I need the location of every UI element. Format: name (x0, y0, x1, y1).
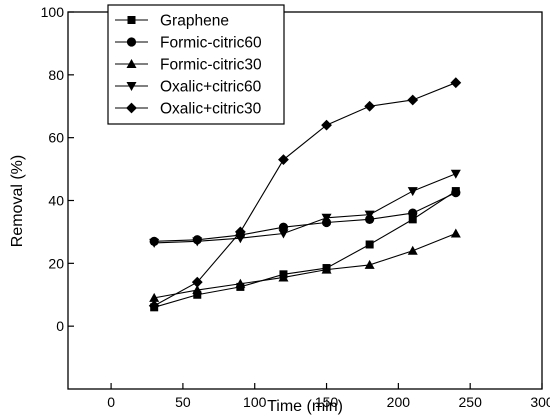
data-point-formic-citric30 (450, 228, 461, 238)
data-point-oxalic-citric30 (450, 77, 462, 89)
data-point-oxalic-citric30 (191, 276, 203, 288)
data-point-oxalic-citric60 (149, 238, 160, 248)
data-point-formic-citric30 (321, 264, 332, 274)
y-tick-label: 100 (41, 4, 65, 20)
legend-item-oxalic-citric60: Oxalic+citric60 (115, 79, 262, 96)
y-tick-label: 40 (48, 193, 64, 209)
data-point-formic-citric30 (407, 245, 418, 255)
y-tick-label: 0 (56, 318, 64, 334)
legend-item-graphene: Graphene (115, 13, 229, 30)
series-line-oxalic-citric60 (154, 173, 457, 244)
legend-marker-formic-citric30 (126, 59, 137, 68)
data-point-oxalic-citric60 (321, 213, 332, 223)
data-point-oxalic-citric60 (278, 229, 289, 239)
data-point-oxalic-citric60 (450, 169, 461, 179)
y-tick-label: 60 (48, 130, 64, 146)
series-line-oxalic-citric30 (153, 82, 457, 307)
data-point-formic-citric30 (278, 272, 289, 282)
data-point-oxalic-citric30 (278, 154, 289, 166)
series-oxalic-citric60 (149, 169, 461, 248)
data-point-oxalic-citric30 (234, 226, 246, 238)
data-point-oxalic-citric60 (364, 210, 375, 220)
x-axis-title: Time (min) (267, 398, 343, 415)
data-point-formic-citric30 (149, 292, 160, 302)
data-point-formic-citric30 (192, 285, 203, 295)
series-line-formic-citric60 (154, 192, 457, 242)
legend-item-formic-citric30: Formic-citric30 (115, 57, 262, 74)
x-tick-label: 100 (243, 394, 267, 410)
series-layer (148, 77, 462, 312)
series-formic-citric30 (149, 228, 461, 302)
legend-label-oxalic-citric60: Oxalic+citric60 (160, 79, 262, 96)
data-point-formic-citric60 (408, 208, 418, 218)
legend-marker-oxalic-citric30 (126, 102, 137, 114)
x-tick-label: 50 (175, 394, 191, 410)
data-point-oxalic-citric30 (364, 100, 376, 112)
data-point-oxalic-citric30 (321, 119, 332, 131)
x-tick-label: 250 (459, 394, 483, 410)
y-tick-label: 80 (48, 67, 64, 83)
legend-label-formic-citric60: Formic-citric60 (160, 35, 262, 52)
data-point-graphene (193, 290, 202, 299)
axes: 0 50 100 150 200 250 300 0 20 40 60 80 100 (41, 4, 550, 410)
data-point-formic-citric60 (451, 188, 461, 198)
data-point-formic-citric30 (235, 278, 246, 288)
legend-marker-graphene (127, 16, 136, 24)
x-tick-label: 0 (107, 394, 115, 410)
series-line-formic-citric30 (154, 232, 457, 299)
data-point-formic-citric30 (364, 259, 375, 269)
legend-marker-formic-citric60 (126, 37, 137, 47)
y-tick-label: 20 (48, 255, 64, 271)
x-tick-label: 200 (387, 394, 411, 410)
legend-label-formic-citric30: Formic-citric30 (160, 57, 262, 74)
series-formic-citric60 (149, 188, 461, 246)
legend: Graphene Formic-citric60 Formic-citric30 Ox… (107, 4, 285, 125)
series-line-graphene (154, 190, 457, 308)
data-point-graphene (408, 215, 417, 224)
data-point-oxalic-citric60 (407, 187, 418, 197)
legend-item-oxalic-citric30: Oxalic+citric30 (115, 101, 262, 118)
legend-box (107, 4, 285, 125)
data-point-oxalic-citric60 (192, 237, 203, 247)
x-tick-label: 300 (530, 394, 550, 410)
data-point-oxalic-citric30 (407, 94, 419, 106)
data-point-oxalic-citric60 (235, 234, 246, 244)
data-point-oxalic-citric30 (148, 300, 160, 312)
data-point-graphene (365, 240, 374, 249)
x-tick-label: 150 (315, 394, 339, 410)
y-axis-title: Removal (%) (9, 155, 26, 247)
legend-item-formic-citric60: Formic-citric60 (115, 35, 262, 52)
legend-label-graphene: Graphene (160, 13, 229, 30)
legend-marker-oxalic-citric60 (126, 82, 137, 91)
legend-label-oxalic-citric30: Oxalic+citric30 (160, 101, 262, 118)
series-oxalic-citric30 (148, 77, 462, 312)
